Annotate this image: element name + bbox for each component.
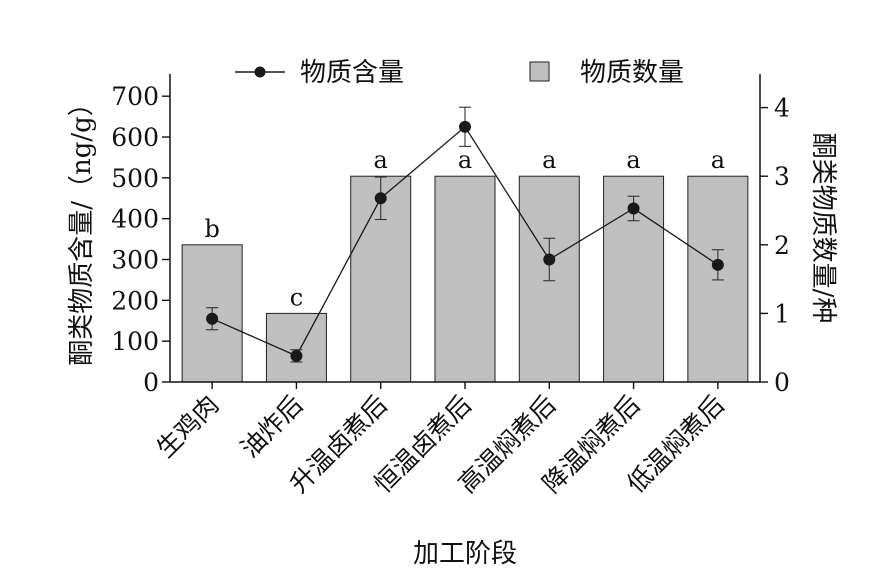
data-point [459, 120, 471, 133]
data-point [206, 312, 219, 325]
bars-layer [181, 175, 749, 383]
right-tick-label: 1 [774, 299, 790, 328]
sig-labels-layer: b c a a a a a [204, 146, 725, 311]
significance-label: a [626, 146, 640, 174]
legend-bar-symbol [529, 61, 550, 82]
left-ticks-layer: 0 100 200 300 400 500 600 700 [111, 82, 170, 397]
bar [434, 175, 496, 383]
right-tick-label: 0 [774, 368, 790, 397]
data-point [627, 202, 640, 215]
left-tick-label: 400 [111, 205, 159, 234]
x-axis-title: 加工阶段 [413, 539, 517, 569]
data-point [374, 192, 387, 205]
right-axis-title: 酮类物质数量/种 [808, 133, 838, 324]
data-point [711, 258, 724, 271]
left-tick-label: 700 [111, 82, 159, 111]
legend: 物质含量 物质数量 [235, 58, 684, 88]
x-tick-label: 生鸡肉 [151, 390, 225, 464]
right-tick-label: 2 [774, 231, 790, 260]
legend-line-label: 物质含量 [300, 58, 404, 88]
bar [265, 312, 327, 383]
significance-label: a [458, 146, 472, 174]
left-axis-title: 酮类物质含量/（ng/g） [67, 90, 97, 366]
data-point [543, 253, 556, 266]
left-tick-label: 100 [111, 327, 159, 356]
left-tick-label: 200 [111, 286, 159, 315]
significance-label: a [374, 146, 388, 174]
significance-label: a [711, 146, 725, 174]
left-tick-label: 0 [143, 368, 159, 397]
right-tick-label: 4 [774, 94, 790, 123]
x-tick-label: 油炸后 [235, 390, 309, 464]
data-point [290, 349, 303, 362]
significance-label: a [542, 146, 556, 174]
legend-bar-label: 物质数量 [580, 58, 684, 88]
left-tick-label: 500 [111, 164, 159, 193]
significance-label: b [204, 215, 219, 243]
right-tick-label: 3 [774, 162, 790, 191]
significance-label: c [290, 283, 303, 311]
left-tick-label: 600 [111, 123, 159, 152]
legend-marker-symbol [254, 66, 266, 78]
left-tick-label: 300 [111, 246, 159, 275]
right-ticks-layer: 0 1 2 3 4 [760, 94, 790, 397]
line-layer [206, 106, 724, 363]
